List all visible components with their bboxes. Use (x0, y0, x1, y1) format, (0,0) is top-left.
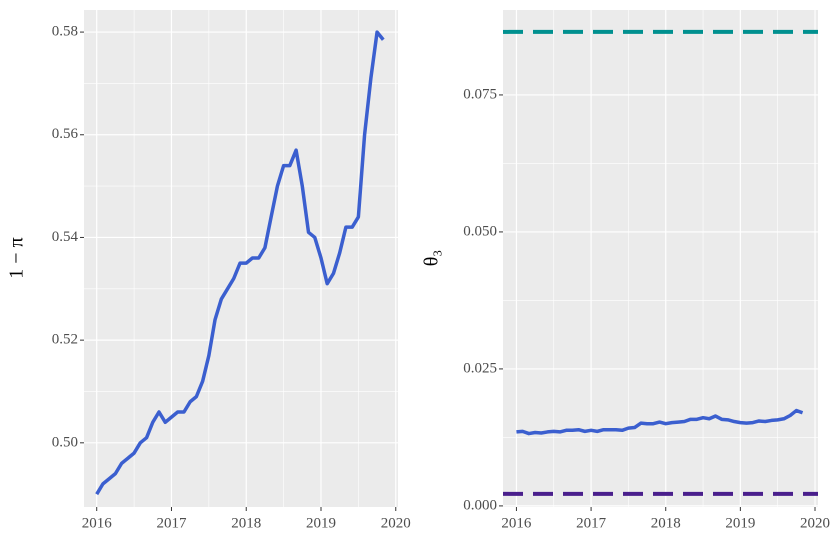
y-tick-label: 0.000 (463, 497, 497, 513)
y-tick-label: 0.52 (52, 332, 78, 348)
y-tick-label: 0.58 (52, 24, 78, 40)
x-tick-label: 2017 (576, 515, 607, 531)
x-tick-label: 2016 (501, 515, 532, 531)
data-line (95, 30, 385, 496)
panel-background (503, 10, 818, 507)
y-tick-label: 0.56 (52, 126, 79, 142)
x-tick-label: 2020 (381, 515, 411, 531)
x-tick-label: 2019 (725, 515, 755, 531)
y-tick-label: 0.54 (52, 229, 79, 245)
y-axis-title: θ₃ (421, 250, 443, 267)
y-tick-label: 0.50 (52, 434, 78, 450)
panel-background (84, 10, 398, 507)
x-tick-label: 2018 (231, 515, 261, 531)
x-tick-label: 2020 (800, 515, 830, 531)
x-tick-label: 2018 (651, 515, 681, 531)
y-axis-title: 1 − π (6, 237, 28, 278)
x-tick-label: 2017 (156, 515, 187, 531)
x-tick-label: 2019 (306, 515, 336, 531)
x-tick-label: 2016 (82, 515, 113, 531)
data-line (516, 408, 804, 436)
y-tick-label: 0.075 (463, 86, 497, 102)
y-tick-label: 0.050 (463, 223, 497, 239)
y-tick-label: 0.025 (463, 360, 497, 376)
